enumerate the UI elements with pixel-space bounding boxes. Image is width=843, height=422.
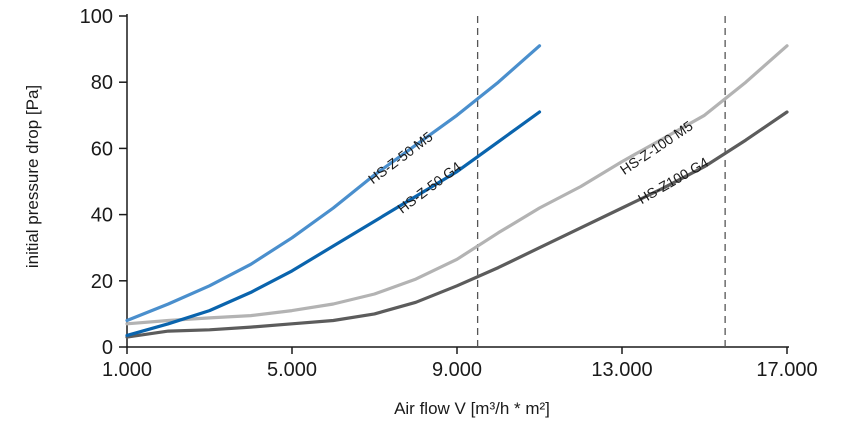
series-label: HS-Z-50 M5 (365, 128, 436, 187)
x-tick-label: 5.000 (267, 359, 317, 381)
y-axis-label: initial pressure drop [Pa] (23, 85, 42, 268)
y-tick-label: 100 (80, 6, 113, 28)
x-tick-label: 1.000 (102, 359, 152, 381)
series-line-hs-z-50-m5 (125, 44, 542, 323)
axes (126, 14, 789, 348)
y-tick-label: 60 (91, 138, 113, 160)
y-tick-label: 40 (91, 205, 113, 227)
x-tick-label: 9.000 (432, 359, 482, 381)
y-tick-label: 80 (91, 72, 113, 94)
x-axis-label: Air flow V [m³/h * m²] (394, 399, 550, 418)
x-tick-label: 17.000 (756, 359, 817, 381)
series-label: HS-Z-50 G4 (394, 158, 464, 216)
y-tick-label: 0 (102, 337, 113, 359)
x-tick-label: 13.000 (591, 359, 652, 381)
series-line-hs-z-50-g4 (125, 110, 542, 337)
x-ticks: 1.000 5.000 9.000 13.000 17.000 (102, 347, 818, 381)
series-line-hs-z-100-m5 (125, 44, 789, 326)
series-line-hs-z100-g4 (125, 110, 789, 339)
series-lines (125, 44, 789, 339)
y-tick-label: 20 (91, 271, 113, 293)
y-ticks: 0 20 40 60 80 100 (80, 6, 127, 359)
